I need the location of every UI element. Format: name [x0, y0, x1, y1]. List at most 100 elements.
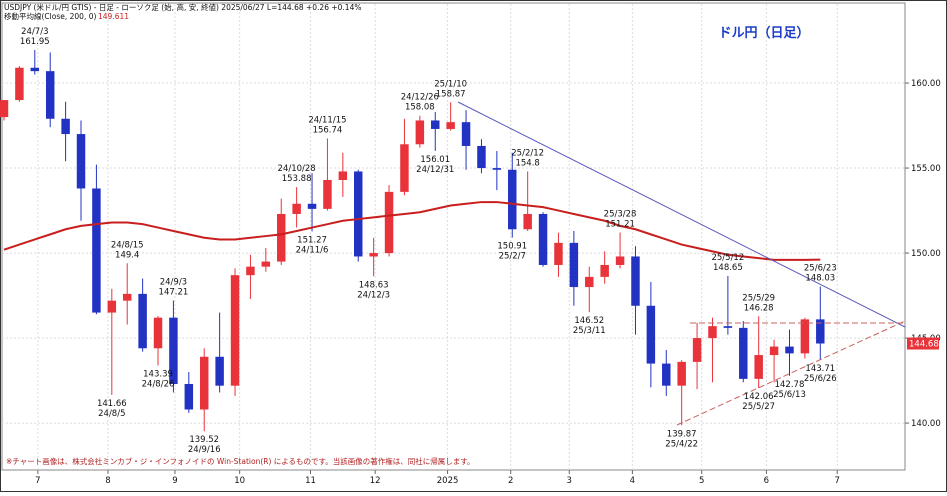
annotation-date: 25/5/27 [742, 402, 775, 412]
candle-body [92, 188, 101, 313]
candle-body [431, 120, 440, 129]
x-tick-label: 6 [764, 476, 769, 486]
annotation-date: 24/9/3 [160, 277, 187, 287]
y-tick-label: 150.00 [911, 249, 941, 259]
candle-body [816, 319, 825, 344]
candle-body [739, 327, 748, 379]
candle-body [384, 191, 394, 254]
annotation-value: 158.87 [436, 89, 466, 99]
candle-body [246, 266, 255, 276]
candle-body [45, 71, 55, 119]
candle-body [138, 293, 147, 349]
candle-body [215, 356, 224, 386]
candle-body [169, 317, 178, 384]
annotation-value: 146.28 [744, 303, 774, 313]
annotation-date: 24/9/16 [188, 445, 221, 455]
annotation-value: 158.08 [405, 103, 435, 113]
x-tick-label: 10 [234, 476, 245, 486]
candle-body [692, 338, 702, 362]
annotation-date: 24/8/15 [111, 240, 144, 250]
annotation-date: 25/2/12 [511, 148, 544, 158]
x-tick-label: 12 [370, 476, 381, 486]
annotation-value: 161.95 [20, 37, 50, 47]
candle-body [338, 171, 348, 180]
annotation-date: 24/11/15 [308, 115, 346, 125]
candle-body [323, 179, 332, 209]
candle-body [199, 356, 209, 410]
x-tick-label: 7 [835, 476, 840, 486]
annotation-value: 141.66 [97, 399, 127, 409]
annotation-date: 24/10/28 [278, 164, 316, 174]
trend-line [457, 101, 906, 328]
support-line [676, 320, 906, 426]
annotation-date: 24/12/3 [357, 290, 390, 300]
x-tick-label: 7 [35, 476, 40, 486]
annotation-date: 25/4/22 [665, 439, 698, 449]
candle-body [769, 346, 779, 356]
annotation-value: 147.21 [159, 287, 189, 297]
annotation-value: 149.4 [115, 250, 139, 260]
candle-body [492, 168, 502, 170]
candle-body [585, 276, 594, 288]
candle-body [276, 213, 286, 262]
annotation-value: 156.01 [420, 155, 450, 165]
ma-line [3, 201, 821, 261]
ma-label: 移動平均線(Close, 200, 0) [4, 11, 96, 21]
candle-body [708, 326, 717, 339]
candle-body [600, 264, 609, 277]
header: USDJPY (米ドル/円 GTIS) - 日足 - ローソク足 (始, 高, … [4, 2, 361, 12]
annotation-value: 143.39 [143, 369, 173, 379]
candle-body [0, 100, 9, 118]
candle-body [800, 319, 810, 354]
annotation-value: 151.27 [297, 235, 327, 245]
annotation-value: 148.03 [805, 274, 835, 284]
annotation-date: 24/11/6 [296, 245, 329, 255]
x-tick-label: 8 [105, 476, 110, 486]
marks [0, 4, 905, 470]
footnote: ※チャート画像は、株式会社ミンカブ・ジ・インフォノイドの Win-Station… [6, 456, 475, 466]
candle-body [631, 256, 640, 306]
candle-body [662, 363, 671, 386]
candle-body [261, 261, 271, 267]
last-price-box [907, 337, 939, 350]
candle-body [538, 213, 548, 265]
y-tick-label: 155.00 [911, 164, 941, 174]
y-tick-label: 140.00 [911, 419, 941, 429]
candle-body [446, 122, 455, 129]
candle-body [122, 293, 132, 301]
annotation-date: 25/5/29 [742, 293, 775, 303]
candle-body [646, 305, 656, 364]
annotation-value: 142.06 [744, 392, 774, 402]
candle-body [184, 383, 194, 410]
annotation-value: 142.78 [775, 380, 805, 390]
x-tick-label: 5 [699, 476, 704, 486]
candle-body [30, 67, 40, 72]
candle-body [554, 242, 563, 265]
candle-body [461, 122, 471, 146]
annotation-date: 24/7/3 [21, 27, 48, 37]
annotation-date: 25/3/11 [573, 326, 606, 336]
candle-body [615, 256, 625, 265]
annotation-value: 154.8 [515, 158, 539, 168]
candle-body [369, 253, 378, 257]
last-price-label: 144.68 [909, 340, 939, 350]
candle-body [230, 275, 240, 386]
annotation-value: 150.91 [497, 242, 527, 252]
x-tick-label: 2 [508, 476, 513, 486]
annotation-value: 148.63 [359, 280, 389, 290]
y-tick-label: 160.00 [911, 79, 941, 89]
candle-body [15, 67, 24, 101]
annotation-date: 25/1/10 [434, 79, 467, 89]
x-tick-label: 2025 [437, 476, 459, 486]
annotation-date: 24/8/5 [98, 409, 125, 419]
candle-body [477, 145, 486, 169]
annotation-value: 156.74 [313, 125, 343, 135]
annotation-value: 153.88 [282, 174, 312, 184]
candle-body [754, 355, 763, 379]
x-tick-label: 4 [630, 476, 635, 486]
candle-body [76, 134, 86, 189]
candle-body [307, 203, 317, 209]
annotation-date: 25/6/13 [773, 390, 806, 400]
